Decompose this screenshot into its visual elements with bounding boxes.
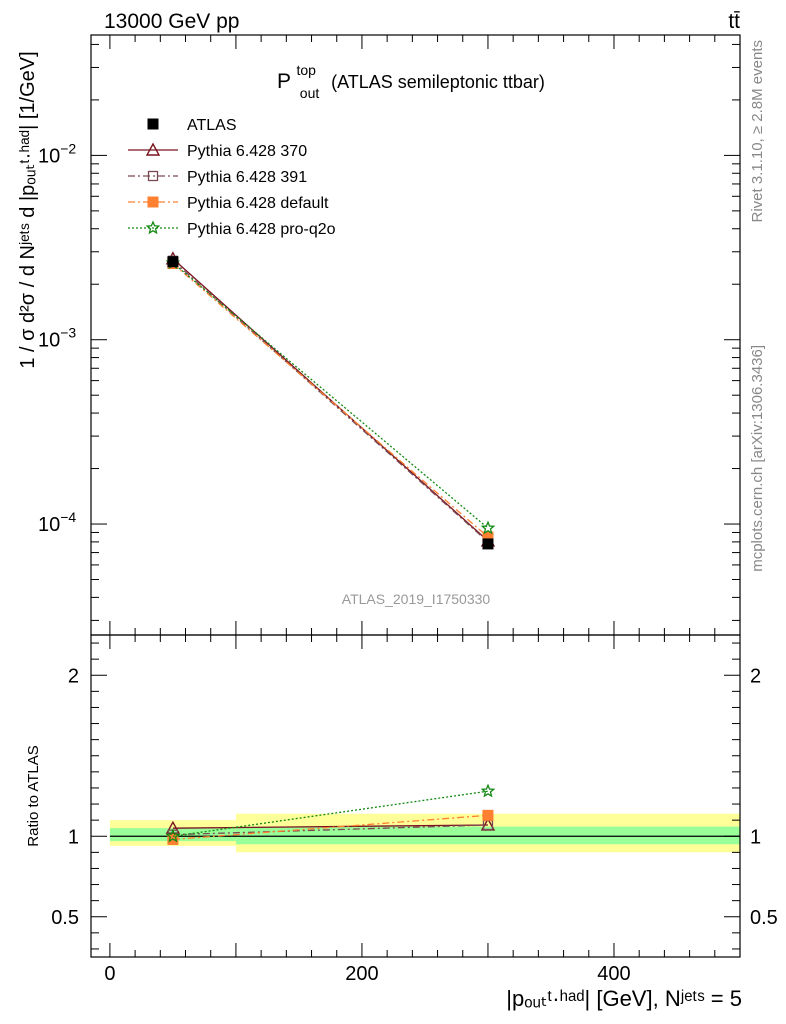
legend-entry-0: ATLAS [187, 117, 237, 134]
y-tick-label: 10−3 [38, 325, 76, 352]
rivet-label: Rivet 3.1.10, ≥ 2.8M events [749, 40, 766, 223]
ratio-point-1 [165, 820, 181, 834]
legend-entry-3: Pythia 6.428 default [187, 195, 329, 212]
legend-entry-4: Pythia 6.428 pro-q2o [187, 221, 336, 238]
ratio-y-tick-label-right: 1 [750, 826, 761, 848]
data-point-4 [480, 520, 496, 535]
legend-marker-4 [145, 220, 161, 235]
data-point-0 [482, 538, 494, 550]
x-axis-label: |pₒᵤₜᵗ·ʰᵃᵈ| [GeV], Nʲᵉᵗˢ = 5 [506, 986, 742, 1011]
legend-entry-2: Pythia 6.428 391 [187, 169, 307, 186]
process-label: tt̄ [728, 10, 740, 33]
ratio-y-tick-label-left: 0.5 [51, 907, 79, 929]
x-tick-label: 0 [104, 963, 115, 985]
ratio-point-4 [480, 783, 496, 798]
analysis-watermark: ATLAS_2019_I1750330 [342, 591, 491, 607]
legend-marker-0 [147, 118, 159, 130]
x-tick-label: 400 [597, 963, 630, 985]
y-tick-label: 10−4 [38, 509, 76, 536]
plot-title: P top out (ATLAS semileptonic ttbar) [277, 57, 545, 103]
series-line-3 [172, 263, 489, 538]
ratio-y-tick-label-left: 2 [68, 665, 79, 687]
ratio-line-4 [172, 790, 489, 837]
series-line-4 [172, 262, 489, 529]
mcplots-label: mcplots.cern.ch [arXiv:1306.3436] [749, 345, 766, 572]
legend-marker-2 [147, 170, 159, 182]
main-y-axis-label: 1 / σ d²σ / d Nʲᵉᵗˢ d |pₒᵤₜᵗ·ʰᵃᵈ| [1/GeV… [17, 51, 39, 368]
legend-entry-1: Pythia 6.428 370 [187, 143, 307, 160]
ratio-y-axis-label: Ratio to ATLAS [25, 745, 42, 846]
x-tick-label: 200 [345, 963, 378, 985]
band-green-1 [235, 826, 740, 845]
series-line-1 [172, 258, 489, 542]
main-series [165, 251, 496, 550]
ratio-y-tick-label-right: 0.5 [750, 907, 778, 929]
ratio-series [165, 783, 496, 845]
energy-label: 13000 GeV pp [104, 10, 239, 33]
legend-marker-3 [147, 196, 159, 208]
ratio-y-tick-label-left: 1 [68, 826, 79, 848]
ratio-y-tick-label-right: 2 [750, 665, 761, 687]
ratio-point-3 [482, 809, 494, 821]
data-point-0 [167, 256, 179, 268]
ratio-line-1 [172, 824, 488, 829]
ratio-point-4 [165, 828, 181, 843]
legend: ATLAS Pythia 6.428 370 Pythia 6.428 391 Pyt… [128, 117, 336, 238]
ratio-plot-frame [90, 634, 741, 958]
legend-marker-1 [145, 142, 161, 156]
y-tick-label: 10−2 [38, 140, 76, 167]
axis-ticks: 0 200 400 10−4 10−3 10−2 0.5 0.5 1 1 2 2 [38, 35, 778, 985]
